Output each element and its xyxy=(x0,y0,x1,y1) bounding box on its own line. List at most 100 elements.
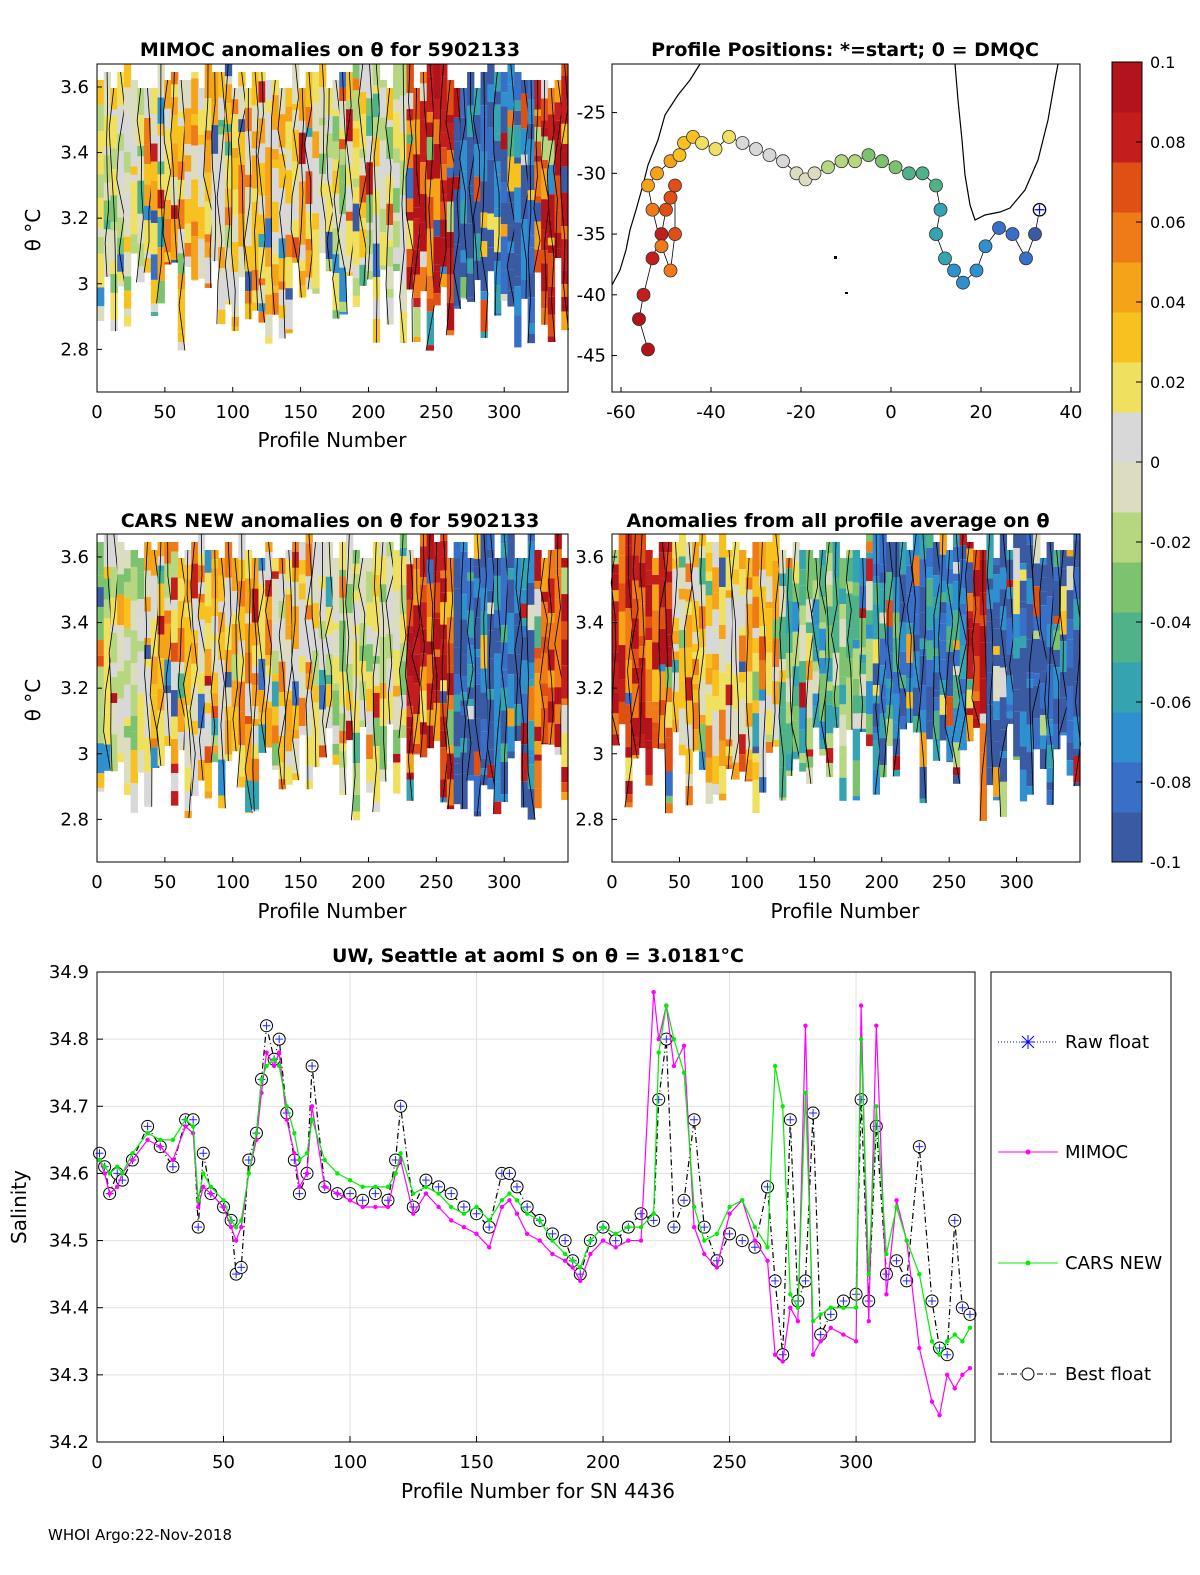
heatmap-cell xyxy=(426,725,435,749)
colorbar-bands xyxy=(1112,62,1142,863)
heatmap-cell xyxy=(393,571,401,591)
heatmap-cell xyxy=(446,643,455,666)
heatmap-cell xyxy=(332,109,340,117)
heatmap-cell xyxy=(638,603,647,636)
raw-float-star xyxy=(199,1149,208,1158)
heatmap-cell xyxy=(460,551,468,579)
y-tick-label: 3.6 xyxy=(60,77,89,98)
data-point xyxy=(335,1191,340,1196)
coastline xyxy=(611,63,1059,294)
heatmap-cell xyxy=(393,762,401,794)
colorbar-band xyxy=(1112,312,1142,363)
contour-line xyxy=(270,79,276,315)
heatmap-cell xyxy=(1019,769,1028,794)
heatmap-cell xyxy=(1053,698,1061,725)
heatmap-cell xyxy=(912,555,921,586)
data-point xyxy=(780,1104,785,1109)
heatmap-cell xyxy=(1019,636,1028,648)
data-point xyxy=(788,1305,793,1310)
heatmap-cell xyxy=(123,737,132,762)
heatmap-cell xyxy=(271,578,280,607)
heatmap-cell xyxy=(645,717,653,741)
heatmap-cell xyxy=(785,558,794,569)
heatmap-cell xyxy=(150,143,159,162)
heatmap-cell xyxy=(164,735,172,746)
heatmap-cell xyxy=(819,691,827,722)
heatmap-cell xyxy=(685,563,693,583)
heatmap-cell xyxy=(258,102,266,119)
raw-float-star xyxy=(194,1223,203,1232)
heatmap-cell xyxy=(712,627,720,634)
heatmap-cell xyxy=(1019,685,1028,712)
data-point xyxy=(284,1104,289,1109)
heatmap-cell xyxy=(534,550,542,581)
heatmap-cell xyxy=(772,704,780,740)
contour-line xyxy=(156,541,165,767)
heatmap-cell xyxy=(561,782,569,793)
data-point xyxy=(752,1224,758,1230)
heatmap-cell xyxy=(386,565,394,594)
heatmap-cell xyxy=(97,655,105,667)
heatmap-cell xyxy=(251,227,260,247)
heatmap-cell xyxy=(332,743,340,755)
heatmap-cell xyxy=(872,685,881,696)
heatmap-cell xyxy=(177,331,186,343)
data-point xyxy=(436,1191,441,1196)
heatmap-cell xyxy=(399,661,408,696)
mimoc-xlabel: Profile Number xyxy=(258,428,408,452)
heatmap-cell xyxy=(460,594,468,620)
heatmap-cell xyxy=(372,656,381,664)
raw-float-star xyxy=(447,1189,456,1198)
heatmap-cell xyxy=(103,273,112,277)
heatmap-cell xyxy=(460,752,468,774)
data-point xyxy=(929,1399,935,1404)
heatmap-cell xyxy=(554,687,562,705)
heatmap-cell xyxy=(440,273,448,288)
heatmap-cell xyxy=(419,722,428,735)
heatmap-cell xyxy=(732,569,740,585)
heatmap-cell xyxy=(473,566,482,579)
heatmap-cell xyxy=(379,232,387,266)
heatmap-cell xyxy=(527,541,535,574)
heatmap-cell xyxy=(325,198,334,232)
raw-float-star xyxy=(472,1209,481,1218)
heatmap-cell xyxy=(906,634,914,663)
heatmap-cell xyxy=(359,700,367,721)
mimoc-ylabel: θ °C xyxy=(21,209,45,252)
heatmap-cell xyxy=(1053,581,1061,616)
heatmap-cell xyxy=(339,214,347,229)
heatmap-cell xyxy=(541,127,549,137)
data-point xyxy=(550,1251,555,1257)
heatmap-cell xyxy=(527,630,535,663)
heatmap-cell xyxy=(999,567,1008,590)
heatmap-cell xyxy=(1046,542,1054,563)
heatmap-cell xyxy=(799,762,807,772)
heatmap-cell xyxy=(231,654,239,681)
heatmap-cell xyxy=(561,75,569,91)
heatmap-cell xyxy=(561,567,569,595)
heatmap-cell xyxy=(500,710,509,744)
heatmap-cell xyxy=(625,577,633,609)
heatmap-cell xyxy=(319,87,327,118)
raw-float-star xyxy=(346,1189,355,1198)
raw-float-star xyxy=(505,1169,514,1178)
heatmap-cell xyxy=(332,159,340,171)
heatmap-cell xyxy=(97,730,105,744)
data-point xyxy=(570,1265,575,1270)
heatmap-cell xyxy=(157,208,165,218)
heatmap-cell xyxy=(819,597,827,623)
y-tick-label: 2.8 xyxy=(60,809,89,830)
heatmap-cell xyxy=(393,112,401,149)
heatmap-cell xyxy=(184,602,192,618)
heatmap-cell xyxy=(1066,639,1074,668)
raw-float-star xyxy=(168,1162,177,1171)
heatmap-cell xyxy=(117,105,125,118)
heatmap-cell xyxy=(103,182,112,201)
data-point xyxy=(304,1151,310,1156)
heatmap-cell xyxy=(177,698,186,733)
heatmap-cell xyxy=(487,699,495,723)
data-point xyxy=(271,1063,277,1069)
heatmap-cell xyxy=(527,297,535,324)
heatmap-cell xyxy=(103,243,112,274)
heatmap-cell xyxy=(993,796,1001,801)
